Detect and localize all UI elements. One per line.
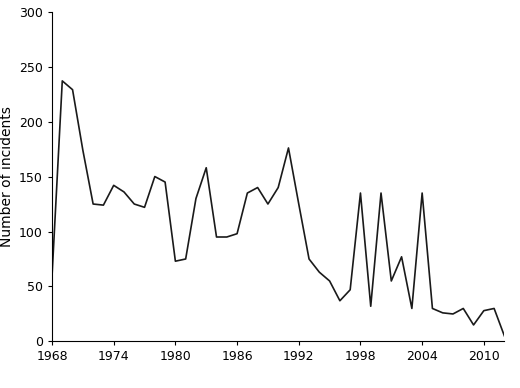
Y-axis label: Number of incidents: Number of incidents	[0, 106, 14, 247]
